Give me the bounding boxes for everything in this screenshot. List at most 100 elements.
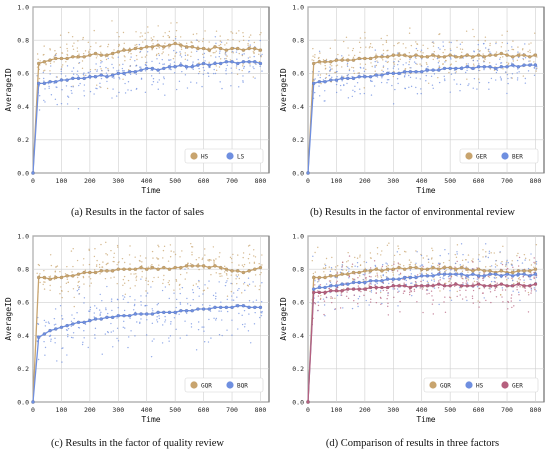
scatter-dot [236, 73, 239, 76]
scatter-dot [72, 288, 75, 290]
scatter-dot [495, 260, 497, 262]
scatter-dot [150, 268, 152, 271]
data-point [253, 305, 257, 310]
scatter-dot [252, 301, 254, 303]
scatter-dot [445, 282, 447, 285]
data-point [357, 74, 361, 79]
scatter-dot [162, 324, 164, 326]
scatter-dot [516, 259, 519, 262]
scatter-dot [323, 313, 325, 316]
scatter-dot [505, 50, 507, 52]
scatter-dot [61, 52, 64, 54]
scatter-dot [238, 287, 240, 290]
scatter-dot [500, 79, 502, 81]
scatter-dot [164, 321, 166, 323]
x-tick-label: 300 [387, 406, 399, 414]
data-point [351, 76, 356, 81]
scatter-dot [364, 274, 366, 276]
scatter-dot [221, 319, 223, 321]
scatter-dot [354, 265, 356, 267]
data-point [476, 274, 481, 278]
scatter-dot [231, 319, 233, 321]
scatter-dot [115, 95, 118, 97]
scatter-dot [89, 306, 92, 309]
scatter-dot [402, 64, 404, 66]
scatter-dot [438, 65, 440, 67]
scatter-dot [190, 51, 193, 53]
scatter-dot [340, 89, 342, 91]
scatter-dot [409, 76, 412, 79]
scatter-dot [218, 273, 221, 275]
scatter-dot [341, 66, 343, 68]
scatter-dot [96, 84, 98, 86]
scatter-dot [224, 44, 226, 46]
scatter-dot [460, 287, 462, 289]
scatter-dot [513, 66, 515, 68]
scatter-dot [334, 297, 336, 300]
scatter-dot [241, 292, 243, 294]
scatter-dot [144, 38, 146, 41]
scatter-dot [210, 55, 212, 57]
scatter-dot [493, 252, 495, 254]
scatter-dot [496, 69, 498, 71]
scatter-dot [198, 256, 200, 259]
data-point [488, 272, 492, 276]
scatter-dot [371, 46, 373, 49]
scatter-dot [179, 256, 181, 258]
scatter-dot [432, 87, 434, 89]
scatter-dot [392, 75, 395, 78]
scatter-dot [118, 69, 120, 71]
scatter-dot [48, 322, 50, 325]
scatter-dot [55, 76, 58, 78]
scatter-dot [381, 302, 383, 305]
scatter-dot [190, 323, 193, 325]
scatter-dot [42, 283, 44, 286]
scatter-dot [408, 63, 410, 66]
scatter-dot [478, 273, 481, 275]
data-point [65, 56, 69, 61]
scatter-dot [198, 67, 200, 70]
scatter-dot [396, 270, 399, 272]
scatter-dot [322, 79, 325, 81]
scatter-dot [77, 285, 79, 287]
data-point [459, 272, 464, 276]
scatter-dot [318, 284, 320, 287]
data-point [380, 55, 384, 59]
scatter-dot [348, 277, 350, 279]
scatter-dot [189, 304, 192, 307]
scatter-dot [95, 63, 97, 65]
scatter-dot [54, 342, 56, 344]
x-tick-label: 500 [444, 177, 456, 185]
data-point [190, 308, 194, 313]
data-point [224, 60, 229, 64]
scatter-dot [259, 33, 261, 36]
scatter-dot [415, 77, 417, 79]
scatter-dot [135, 279, 138, 281]
scatter-dot [100, 68, 102, 70]
scatter-dot [442, 262, 445, 264]
scatter-dot [504, 265, 507, 267]
scatter-dot [336, 265, 339, 267]
scatter-dot [162, 63, 164, 66]
scatter-dot [55, 54, 57, 57]
scatter-dot [215, 56, 217, 58]
scatter-dot [105, 308, 107, 311]
scatter-dot [151, 250, 154, 253]
scatter-dot [512, 279, 514, 282]
scatter-dot [164, 319, 167, 321]
scatter-dot [369, 257, 372, 259]
scatter-dot [450, 49, 452, 52]
scatter-dot [84, 323, 87, 325]
scatter-dot [195, 82, 198, 84]
scatter-dot [178, 313, 180, 316]
scatter-dot [54, 337, 56, 340]
scatter-dot [235, 32, 238, 34]
scatter-dot [506, 259, 508, 262]
scatter-dot [83, 330, 85, 332]
data-point [488, 269, 492, 273]
scatter-dot [230, 282, 232, 285]
scatter-dot [505, 269, 508, 271]
data-point [425, 274, 430, 278]
y-tick-label: 1.0 [292, 3, 304, 11]
scatter-dot [151, 263, 153, 266]
